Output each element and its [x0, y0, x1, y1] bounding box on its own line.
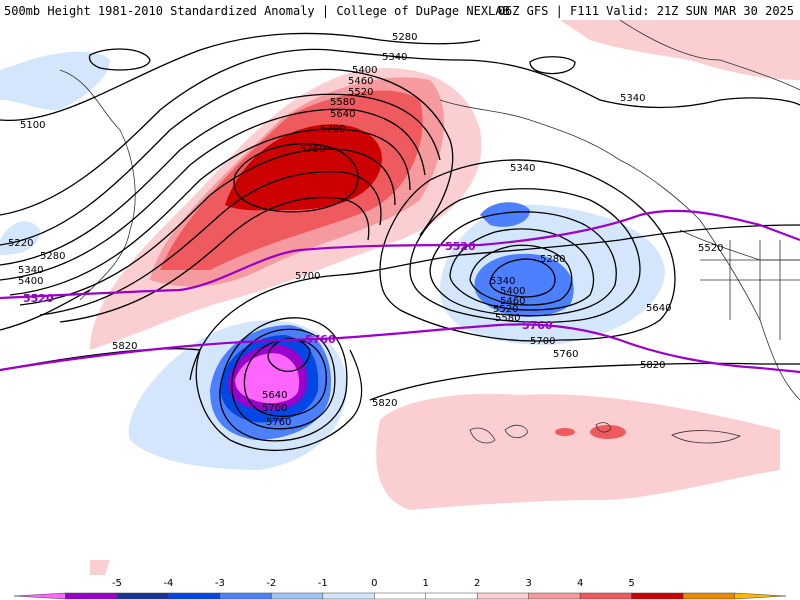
contour-label: 5100	[20, 120, 45, 131]
contour-label: 5700	[530, 336, 555, 347]
contour-label: 5280	[540, 254, 565, 265]
contour-label: 5820	[640, 360, 665, 371]
highlighted-contour-labels: 5520 5520 5760 5760	[23, 240, 553, 346]
legend-tick-label: 2	[474, 578, 480, 589]
contour-label: 5340	[510, 163, 535, 174]
legend-ticks: -5 -4 -3 -2 -1 0 1 2 3 4 5	[112, 578, 635, 589]
contour-label: 5340	[18, 265, 43, 276]
legend-tick-label: 5	[628, 578, 634, 589]
contour-label: 5820	[372, 398, 397, 409]
contour-label: 5280	[392, 32, 417, 43]
contour-label: 5520	[698, 243, 723, 254]
legend-tick-label: -2	[266, 578, 276, 589]
map-title: 500mb Height 1981-2010 Standardized Anom…	[4, 4, 510, 18]
legend-swatch	[631, 592, 684, 600]
legend-swatch	[528, 592, 581, 600]
header: 500mb Height 1981-2010 Standardized Anom…	[0, 0, 800, 20]
contour-label: 5400	[352, 65, 377, 76]
positive-anomaly-fill	[90, 20, 800, 575]
anomaly-map: 5100 5220 5280 5340 5400 5280 5340 5400 …	[0, 20, 800, 575]
legend-swatch	[168, 592, 221, 600]
contour-label: 5220	[8, 238, 33, 249]
contour-label: 5640	[646, 303, 671, 314]
legend-swatch	[219, 592, 272, 600]
contour-label: 5760	[266, 417, 291, 428]
legend-tick-label: -3	[215, 578, 225, 589]
contour-label: 5700	[320, 124, 345, 135]
contour-label: 5640	[330, 109, 355, 120]
legend-tick-label: 0	[371, 578, 377, 589]
contour-label: 5340	[620, 93, 645, 104]
contour-label-5520: 5520	[23, 292, 54, 305]
contour-label-5760: 5760	[305, 333, 336, 346]
contour-label: 5460	[348, 76, 373, 87]
legend-swatch	[425, 592, 478, 600]
height-contours	[0, 32, 800, 452]
contour-label: 5640	[262, 390, 287, 401]
contour-label: 5340	[490, 276, 515, 287]
contour-label: 5280	[40, 251, 65, 262]
contour-label: 5760	[553, 349, 578, 360]
legend-swatch	[682, 592, 735, 600]
legend-swatch	[579, 592, 632, 600]
legend-tick-label: -1	[318, 578, 328, 589]
highlighted-contours	[0, 209, 800, 374]
contour-label: 5400	[18, 276, 43, 287]
contour-label: 5700	[295, 271, 320, 282]
legend-swatch	[65, 592, 118, 600]
contour-label: 5460	[500, 296, 525, 307]
legend-swatch	[271, 592, 324, 600]
contour-label: 5400	[500, 286, 525, 297]
legend-swatch	[116, 592, 169, 600]
contour-label: 5580	[495, 313, 520, 324]
legend-swatch	[476, 592, 529, 600]
coastlines	[59, 20, 800, 444]
legend-tick-label: -4	[163, 578, 173, 589]
negative-anomaly-fill	[0, 51, 665, 470]
color-scale-legend: -5 -4 -3 -2 -1 0 1 2 3 4 5	[13, 578, 787, 600]
contour-label: 5760	[300, 144, 325, 155]
legend-tick-label: 4	[577, 578, 583, 589]
contour-label: 5700	[262, 403, 287, 414]
legend-swatch	[374, 592, 426, 600]
legend-tick-label: -5	[112, 578, 122, 589]
contour-label: 5340	[382, 52, 407, 63]
legend-color-bar	[13, 592, 787, 600]
legend-tick-label: 1	[423, 578, 429, 589]
legend-swatch	[322, 592, 375, 600]
legend-swatch	[13, 592, 66, 600]
contour-label: 5520	[493, 304, 518, 315]
contour-label: 5820	[112, 341, 137, 352]
model-valid-time: 06Z GFS | F111 Valid: 21Z SUN MAR 30 202…	[497, 4, 794, 18]
contour-label-5760: 5760	[522, 319, 553, 332]
contour-label-5520: 5520	[445, 240, 476, 253]
legend-tick-label: 3	[525, 578, 531, 589]
contour-labels: 5100 5220 5280 5340 5400 5280 5340 5400 …	[8, 32, 723, 428]
contour-label: 5520	[348, 87, 373, 98]
legend-swatch	[734, 592, 787, 600]
contour-label: 5580	[330, 97, 355, 108]
